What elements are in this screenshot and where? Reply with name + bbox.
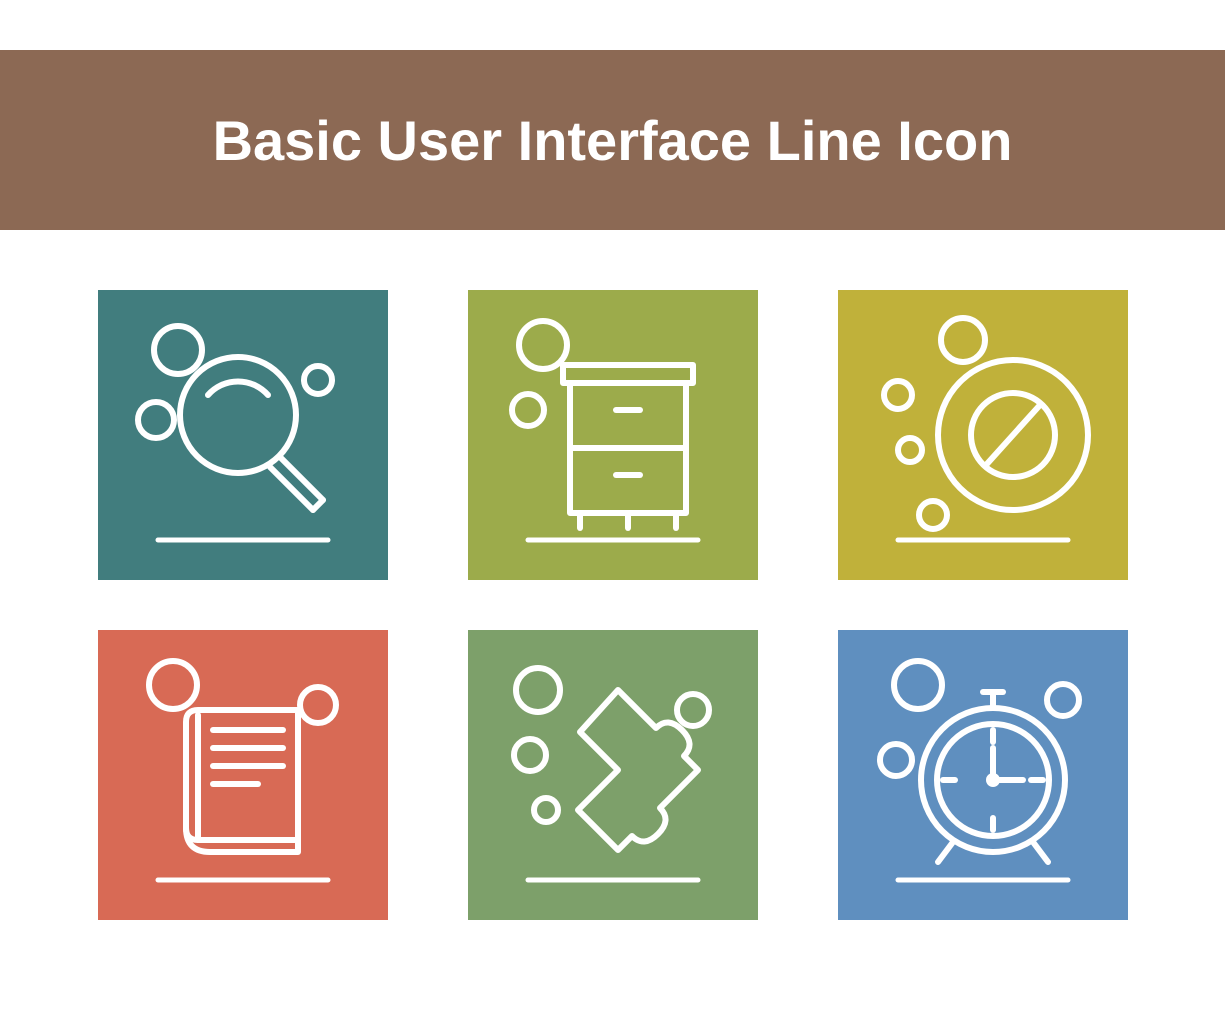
puzzle-icon bbox=[468, 630, 758, 920]
tile-cabinet bbox=[468, 290, 758, 580]
clock-icon bbox=[838, 630, 1128, 920]
page-title: Basic User Interface Line Icon bbox=[213, 108, 1013, 173]
icon-grid bbox=[0, 290, 1225, 920]
cabinet-icon bbox=[468, 290, 758, 580]
tile-clock bbox=[838, 630, 1128, 920]
tile-search bbox=[98, 290, 388, 580]
header-banner: Basic User Interface Line Icon bbox=[0, 50, 1225, 230]
tile-book bbox=[98, 630, 388, 920]
prohibit-icon bbox=[838, 290, 1128, 580]
search-icon bbox=[98, 290, 388, 580]
tile-puzzle bbox=[468, 630, 758, 920]
book-icon bbox=[98, 630, 388, 920]
tile-prohibit bbox=[838, 290, 1128, 580]
